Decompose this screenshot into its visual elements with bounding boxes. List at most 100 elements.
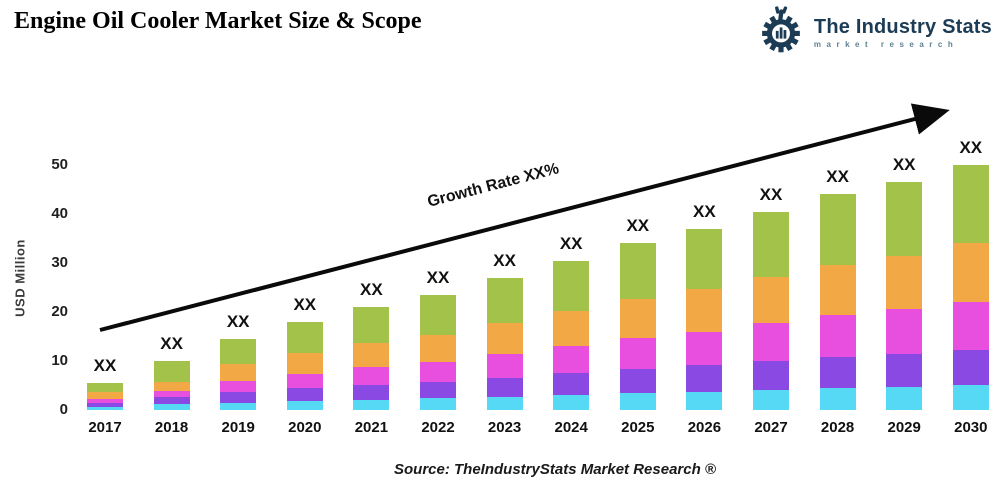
bar-segment-green	[486, 277, 523, 324]
x-tick-label: 2017	[88, 419, 122, 436]
growth-rate-annotation: Growth Rate XX%	[425, 160, 561, 211]
bar-segment-green	[153, 361, 190, 382]
bar-value-label: XX	[493, 250, 516, 270]
bar-segment-cyan	[819, 388, 856, 410]
bar-segment-cyan	[553, 394, 590, 410]
y-tick-label: 40	[51, 205, 68, 222]
bar-segment-orange	[952, 242, 989, 302]
bar-segment-orange	[353, 343, 390, 368]
x-tick-label: 2025	[621, 419, 655, 436]
bar-segment-magenta	[553, 346, 590, 374]
bar-value-label: XX	[160, 334, 183, 353]
bar-value-label: XX	[293, 294, 317, 314]
bar-segment-green	[886, 182, 923, 256]
x-tick-label: 2018	[154, 419, 189, 436]
y-axis-title: USD Million	[12, 239, 28, 317]
bar-segment-orange	[153, 381, 190, 391]
bar-segment-purple	[87, 403, 123, 408]
y-tick-label: 50	[51, 156, 68, 173]
bar-segment-orange	[486, 323, 523, 355]
bar-segment-purple	[420, 381, 456, 399]
y-tick-label: 20	[51, 303, 68, 320]
bar-segment-green	[353, 307, 390, 344]
bar-segment-orange	[553, 311, 590, 347]
bar-segment-green	[952, 165, 989, 243]
bar-value-label: XX	[826, 167, 849, 187]
y-tick-label: 0	[59, 401, 68, 418]
bar-segment-orange	[686, 288, 723, 332]
bar-value-label: XX	[759, 184, 783, 204]
bar-segment-magenta	[886, 309, 923, 355]
bar-segment-green	[619, 243, 656, 300]
bar-segment-magenta	[286, 373, 323, 389]
bar-segment-magenta	[153, 390, 190, 398]
bar-value-label: XX	[559, 233, 583, 253]
bar-segment-cyan	[286, 401, 323, 410]
x-tick-label: 2030	[954, 419, 988, 436]
bar-group-2020	[286, 321, 323, 410]
bar-segment-cyan	[220, 402, 257, 410]
bar-segment-cyan	[753, 389, 789, 410]
bar-segment-orange	[87, 392, 123, 399]
bar-segment-green	[553, 260, 590, 312]
logo-text: The Industry Stats market research	[814, 16, 992, 49]
bar-segment-orange	[886, 255, 923, 310]
bar-segment-purple	[819, 357, 856, 389]
bar-segment-purple	[153, 397, 190, 405]
x-tick-label: 2019	[221, 419, 255, 436]
bar-segment-green	[87, 383, 123, 393]
bar-group-2027	[753, 211, 789, 410]
x-tick-label: 2027	[754, 419, 788, 436]
bar-segment-magenta	[420, 361, 456, 382]
bar-group-2021	[353, 307, 390, 410]
x-tick-label: 2024	[554, 419, 588, 436]
x-tick-label: 2029	[887, 419, 921, 436]
brand-logo: The Industry Stats market research	[754, 6, 992, 59]
bar-segment-cyan	[87, 407, 123, 410]
bar-segment-green	[220, 338, 257, 364]
bar-segment-orange	[420, 334, 456, 362]
bar-segment-magenta	[486, 354, 523, 378]
bar-group-2029	[886, 182, 923, 410]
x-tick-label: 2023	[487, 419, 522, 436]
y-tick-label: 10	[51, 352, 68, 369]
x-tick-label: 2028	[820, 419, 855, 436]
bar-segment-magenta	[819, 315, 856, 358]
bar-segment-purple	[952, 350, 989, 385]
bar-value-label: XX	[693, 201, 716, 221]
bar-segment-magenta	[686, 331, 723, 366]
bar-value-label: XX	[360, 280, 383, 300]
bar-value-label: XX	[226, 311, 250, 331]
bar-segment-green	[753, 211, 789, 277]
gear-wrench-icon	[754, 6, 808, 59]
bar-segment-orange	[819, 264, 856, 316]
bar-segment-magenta	[87, 398, 123, 404]
bar-segment-cyan	[153, 404, 190, 410]
bar-value-label: XX	[892, 155, 916, 175]
x-tick-label: 2026	[687, 419, 722, 436]
x-tick-label: 2022	[421, 419, 455, 436]
bar-segment-green	[686, 228, 723, 289]
bar-segment-cyan	[353, 399, 390, 410]
bar-segment-magenta	[619, 338, 656, 370]
bar-segment-orange	[220, 363, 257, 381]
bar-segment-purple	[286, 388, 323, 402]
bar-value-label: XX	[426, 267, 450, 287]
bar-segment-purple	[353, 385, 390, 400]
logo-tagline: market research	[813, 40, 959, 49]
bar-segment-magenta	[952, 301, 989, 351]
bar-group-2024	[553, 260, 590, 410]
bar-segment-orange	[286, 353, 323, 374]
bar-value-label: XX	[959, 138, 983, 157]
bar-segment-orange	[753, 276, 789, 324]
bar-segment-purple	[220, 392, 257, 403]
bar-group-2018	[153, 361, 190, 410]
bar-segment-green	[286, 321, 323, 354]
bar-group-2025	[619, 243, 656, 410]
bar-group-2026	[686, 228, 723, 410]
bar-segment-green	[819, 194, 856, 265]
bar-group-2028	[819, 194, 856, 410]
source-note: Source: TheIndustryStats Market Research…	[394, 461, 716, 478]
bar-group-2017	[87, 383, 123, 410]
bar-group-2023	[486, 277, 523, 410]
